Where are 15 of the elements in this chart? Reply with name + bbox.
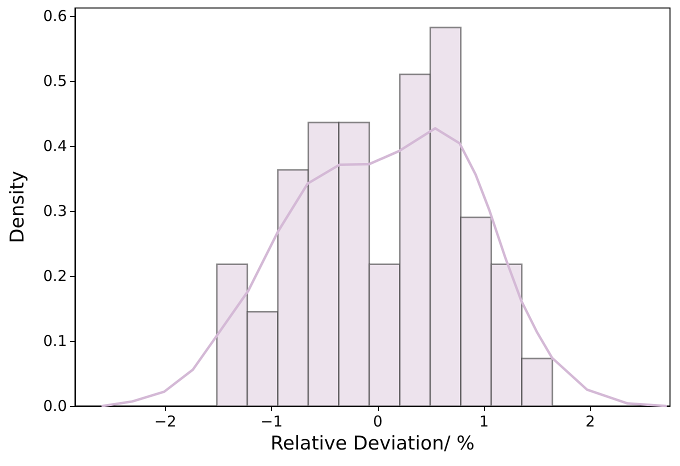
x-tick-label: 1 [479, 412, 489, 430]
y-tick-label: 0.5 [43, 72, 67, 90]
x-tick-label: 0 [373, 412, 383, 430]
y-tick-label: 0.6 [43, 6, 67, 25]
y-tick-label: 0.2 [43, 266, 67, 285]
y-axis-title: Density [6, 170, 28, 244]
x-tick-label: −2 [154, 412, 176, 430]
y-tick-label: 0.4 [43, 136, 67, 155]
y-tick-label: 0.1 [43, 332, 67, 350]
x-axis-title: Relative Deviation/ % [270, 432, 475, 454]
y-tick-label: 0.3 [43, 202, 67, 220]
line-series [101, 127, 667, 408]
x-tick-label: 2 [586, 412, 596, 430]
x-tick-label: −1 [260, 412, 283, 430]
y-tick-label: 0.0 [43, 397, 67, 415]
